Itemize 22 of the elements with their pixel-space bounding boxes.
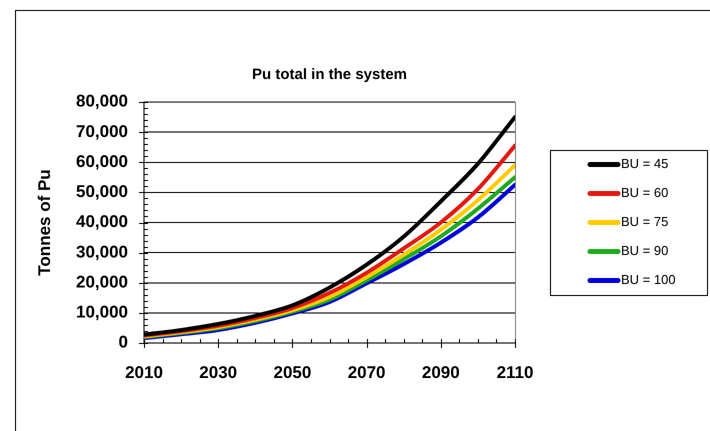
y-tick-label: 10,000 xyxy=(76,302,128,322)
legend-label: BU = 75 xyxy=(621,214,668,230)
legend-label: BU = 100 xyxy=(621,272,676,288)
y-tick-label: 70,000 xyxy=(76,122,128,141)
y-tick-label: 40,000 xyxy=(76,212,128,232)
y-tick-label: 60,000 xyxy=(76,152,128,171)
x-tick-label: 2070 xyxy=(348,362,386,382)
x-tick-label: 2030 xyxy=(199,362,238,382)
x-tick-label: 2090 xyxy=(422,362,460,382)
x-tick-label: 2050 xyxy=(273,362,312,382)
y-tick-label: 30,000 xyxy=(76,242,128,262)
legend-label: BU = 45 xyxy=(621,156,668,172)
y-tick-label: 20,000 xyxy=(76,272,128,292)
y-tick-label: 50,000 xyxy=(76,182,128,202)
x-tick-label: 2010 xyxy=(125,362,163,382)
legend-label: BU = 60 xyxy=(621,185,668,200)
legend-label: BU = 90 xyxy=(621,243,668,258)
chart-title: Pu total in the system xyxy=(252,66,408,84)
y-tick-label: 0 xyxy=(118,332,128,352)
y-tick-label: 80,000 xyxy=(76,92,128,111)
y-axis-title: Tonnes of Pu xyxy=(34,169,54,276)
x-tick-label: 2110 xyxy=(496,362,534,382)
